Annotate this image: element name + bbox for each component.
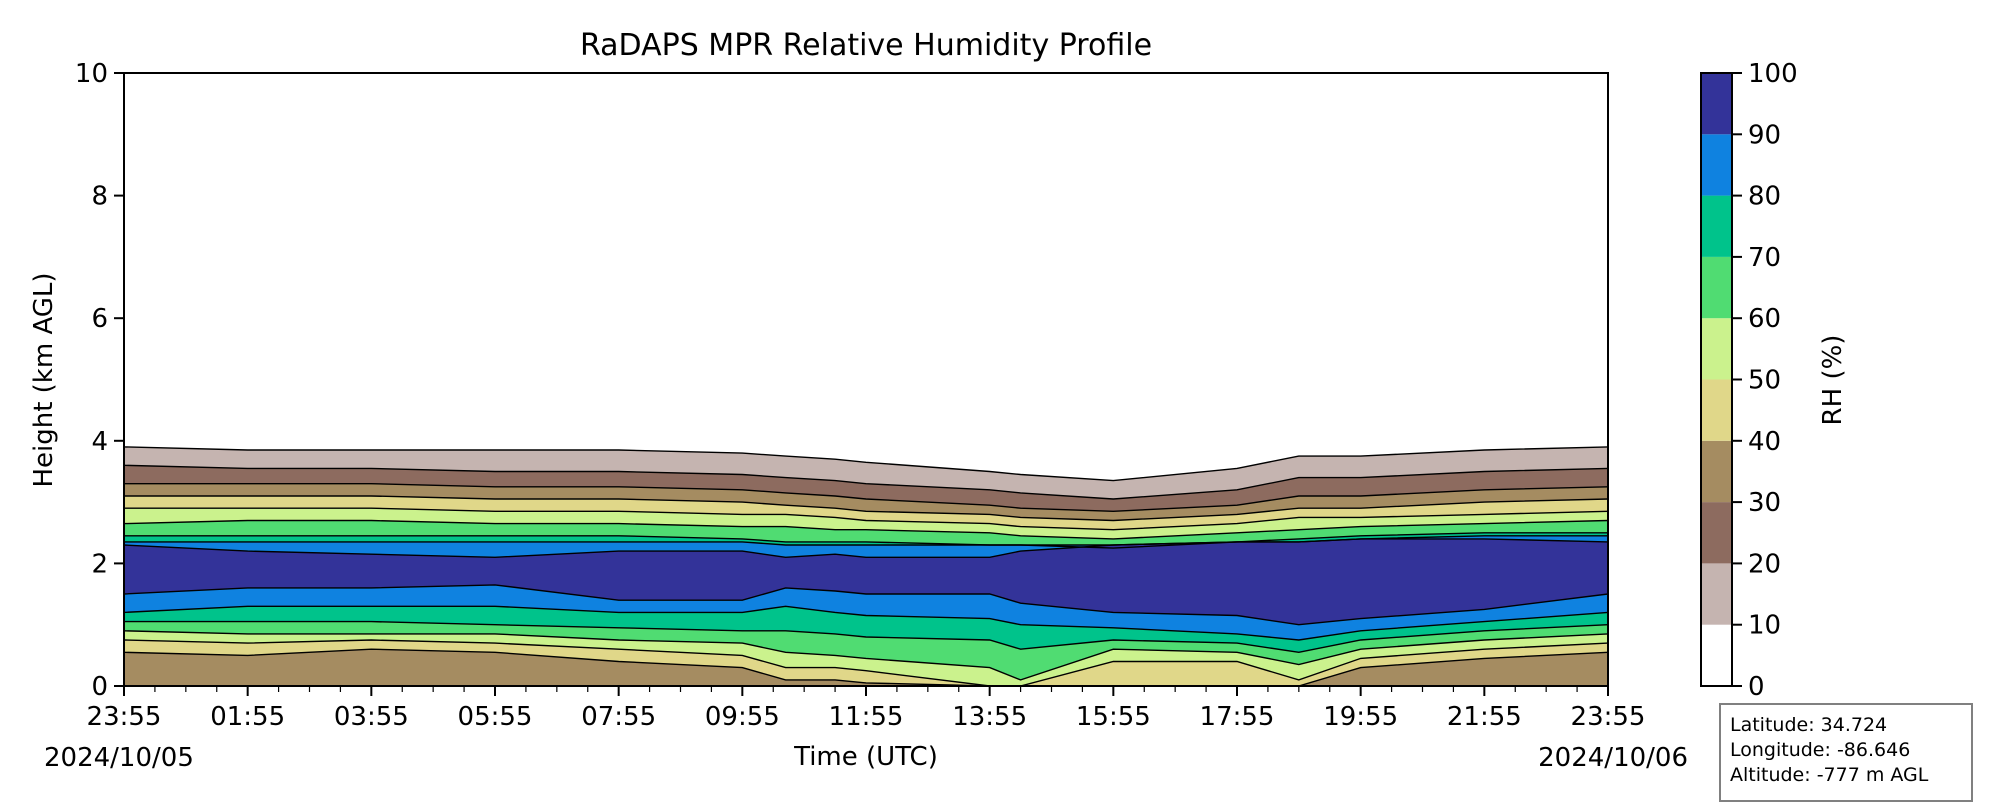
x-tick-label-5: 09:55 — [705, 702, 780, 732]
colorbar-tick-label-10: 10 — [1748, 611, 1781, 641]
contour-line-low-60 — [124, 630, 1608, 681]
contour-line-40 — [124, 495, 1608, 522]
colorbar-tick-label-60: 60 — [1748, 304, 1781, 334]
station-info-box: Latitude: 34.724 Longitude: -86.646 Alti… — [1719, 703, 1973, 802]
colorbar-band-70-80 — [1701, 195, 1732, 257]
y-axis: 0 2 4 6 8 10 — [75, 59, 124, 702]
colorbar-band-20-30 — [1701, 502, 1732, 564]
x-tick-label-4: 07:55 — [581, 702, 656, 732]
contour-line-low-50 — [124, 639, 1608, 686]
x-tick-label-2: 03:55 — [334, 702, 409, 732]
x-tick-label-7: 13:55 — [952, 702, 1027, 732]
x-tick-label-9: 17:55 — [1200, 702, 1275, 732]
colorbar-tick-label-50: 50 — [1748, 366, 1781, 396]
contour-line-low-70 — [124, 620, 1608, 654]
colorbar-tick-label-40: 40 — [1748, 427, 1781, 457]
colorbar-tick-label-0: 0 — [1748, 672, 1765, 702]
colorbar-tick-label-70: 70 — [1748, 243, 1781, 273]
x-tick-label-1: 01:55 — [210, 702, 285, 732]
x-tick-label-10: 19:55 — [1323, 702, 1398, 732]
x-tick-label-0: 23:55 — [87, 702, 162, 732]
y-tick-label-0: 0 — [91, 672, 108, 702]
y-tick-label-10: 10 — [75, 59, 108, 89]
colorbar-band-80-90 — [1701, 134, 1732, 196]
colorbar-band-50-60 — [1701, 318, 1732, 380]
start-date-label: 2024/10/05 — [44, 743, 194, 773]
colorbar-label: RH (%) — [1818, 335, 1848, 426]
colorbar-band-40-50 — [1701, 379, 1732, 441]
y-tick-label-4: 4 — [91, 427, 108, 457]
x-tick-label-6: 11:55 — [829, 702, 904, 732]
colorbar-tick-label-80: 80 — [1748, 182, 1781, 212]
contour-line-90 — [124, 538, 1608, 559]
x-tick-label-8: 15:55 — [1076, 702, 1151, 732]
contour-line-20 — [124, 464, 1608, 500]
altitude-text: Altitude: -777 m AGL — [1730, 764, 1929, 786]
contour-line-50 — [124, 507, 1608, 531]
colorbar-tick-label-20: 20 — [1748, 549, 1781, 579]
colorbar-tick-label-100: 100 — [1748, 59, 1798, 89]
colorbar-band-90-100 — [1701, 73, 1732, 135]
x-tick-label-12: 23:55 — [1571, 702, 1646, 732]
y-tick-label-8: 8 — [91, 182, 108, 212]
contour-line-low-40 — [124, 648, 1608, 686]
x-tick-label-11: 21:55 — [1447, 702, 1522, 732]
y-axis-label: Height (km AGL) — [29, 272, 59, 487]
x-axis-label: Time (UTC) — [793, 742, 938, 772]
colorbar-band-60-70 — [1701, 256, 1732, 319]
contour-line-30 — [124, 483, 1608, 513]
rh-low-band-30-40 — [124, 649, 1608, 686]
y-tick-label-6: 6 — [91, 304, 108, 334]
end-date-label: 2024/10/06 — [1538, 743, 1688, 773]
colorbar-band-0-10 — [1701, 624, 1732, 686]
contour-line-70 — [124, 532, 1608, 549]
contour-line-60 — [124, 519, 1608, 540]
x-tick-label-3: 05:55 — [458, 702, 533, 732]
colorbar-band-30-40 — [1701, 440, 1732, 503]
y-tick-label-2: 2 — [91, 549, 108, 579]
contour-line-10 — [124, 446, 1608, 482]
longitude-text: Longitude: -86.646 — [1730, 739, 1911, 761]
chart-title: RaDAPS MPR Relative Humidity Profile — [580, 28, 1152, 63]
plot-area — [123, 72, 1609, 687]
contour-line-low-80 — [124, 605, 1608, 641]
latitude-text: Latitude: 34.724 — [1730, 714, 1888, 736]
x-axis: 23:55 01:55 03:55 05:55 07:55 09:55 11:55 13:55… — [87, 686, 1646, 732]
colorbar-tick-label-30: 30 — [1748, 488, 1781, 518]
colorbar: 0 10 20 30 40 50 60 70 80 90 100 — [1700, 59, 1798, 702]
colorbar-band-10-20 — [1701, 563, 1732, 625]
colorbar-tick-label-90: 90 — [1748, 120, 1781, 150]
contour-line-low-90 — [124, 584, 1608, 626]
